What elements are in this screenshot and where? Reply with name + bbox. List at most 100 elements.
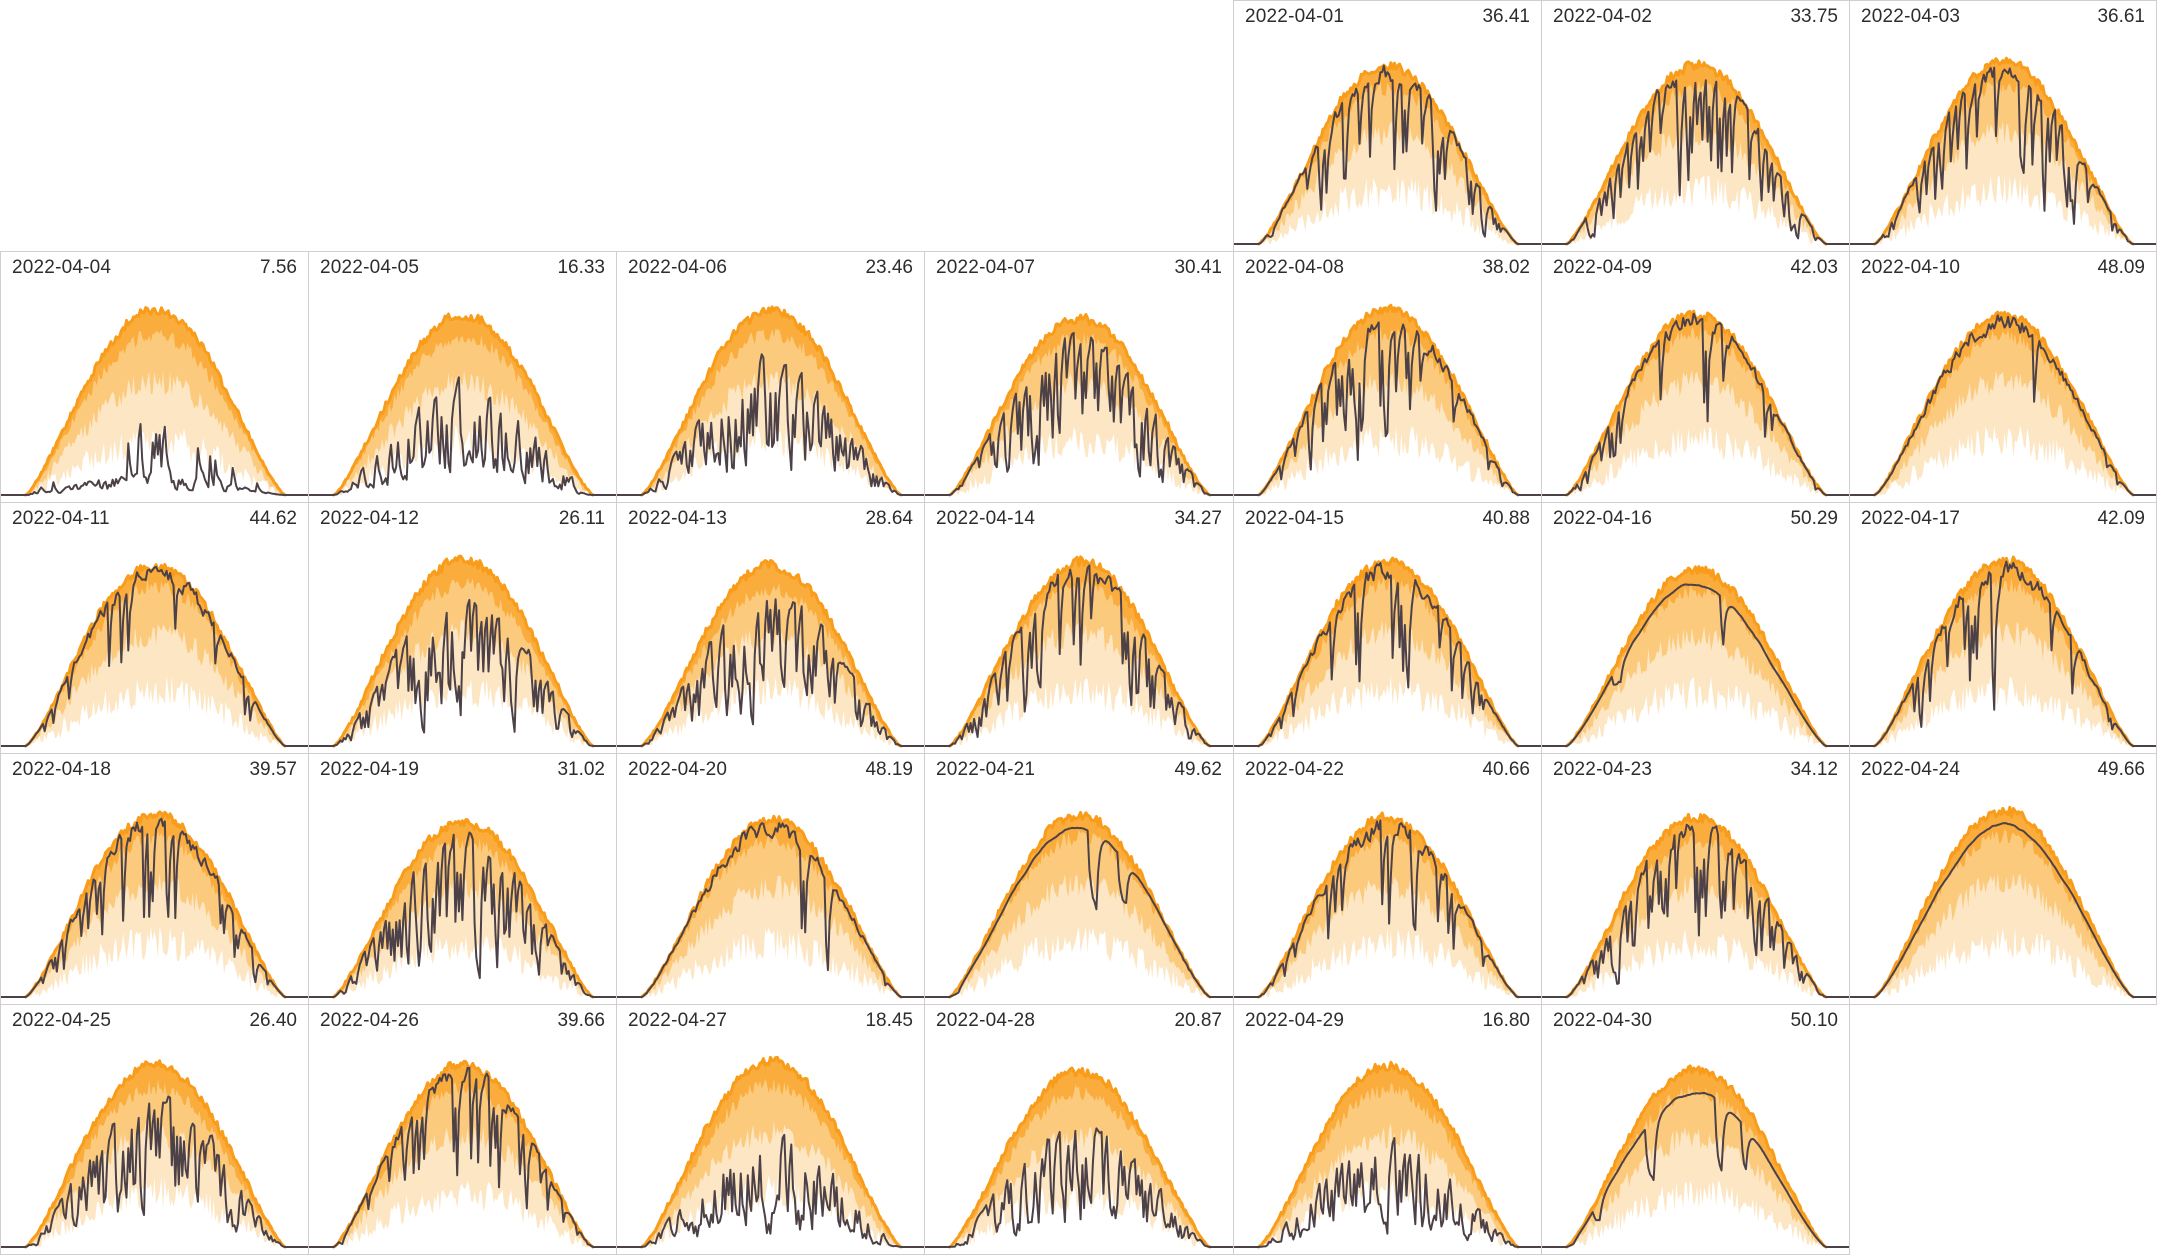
day-cell-2022-04-25: 2022-04-25 26.40 <box>0 1004 309 1255</box>
day-chart <box>1850 310 2156 497</box>
day-chart <box>309 312 616 497</box>
envelope-stroke <box>1873 805 2135 999</box>
envelope-band-floor <box>333 1180 593 1247</box>
day-chart <box>1542 565 1849 748</box>
day-chart <box>617 305 924 497</box>
envelope-band-floor <box>1566 1179 1826 1247</box>
production-line <box>309 376 616 496</box>
production-line <box>1234 562 1541 747</box>
envelope-band-floor <box>641 677 901 746</box>
day-chart <box>1850 56 2156 246</box>
production-line <box>617 353 924 496</box>
day-chart <box>309 1059 616 1249</box>
envelope-band-floor <box>333 678 593 746</box>
day-cell-2022-04-17: 2022-04-17 42.09 <box>1849 502 2157 754</box>
envelope-stroke <box>24 562 287 748</box>
day-chart <box>1234 556 1541 748</box>
envelope-band-floor <box>1566 426 1826 495</box>
envelope-band-floor <box>1566 175 1826 244</box>
production-line <box>925 331 1233 496</box>
envelope-band-inner <box>25 370 285 495</box>
envelope-band-floor <box>25 675 285 746</box>
envelope-band-inner <box>25 1122 285 1247</box>
day-chart <box>1 1059 308 1249</box>
day-chart <box>617 814 924 999</box>
day-cell-2022-04-24: 2022-04-24 49.66 <box>1849 753 2157 1005</box>
envelope-band-floor <box>1874 174 2134 244</box>
production-line <box>617 822 924 998</box>
day-cell-2022-04-04: 2022-04-04 7.56 <box>0 251 309 503</box>
day-chart <box>925 555 1233 748</box>
envelope-stroke <box>1873 555 2135 748</box>
envelope-stroke <box>1565 59 1828 246</box>
day-cell-2022-04-13: 2022-04-13 28.64 <box>616 502 925 754</box>
production-line <box>1542 583 1849 747</box>
day-cell-2022-04-22: 2022-04-22 40.66 <box>1233 753 1542 1005</box>
day-chart <box>1 306 308 497</box>
day-chart <box>1850 555 2156 748</box>
envelope-stroke <box>1873 310 2135 497</box>
day-cell-2022-04-14: 2022-04-14 34.27 <box>924 502 1234 754</box>
day-chart <box>309 818 616 999</box>
day-cell-2022-04-19: 2022-04-19 31.02 <box>308 753 617 1005</box>
day-chart <box>1542 812 1849 999</box>
envelope-band-floor <box>1874 926 2134 997</box>
day-cell-2022-04-10: 2022-04-10 48.09 <box>1849 251 2157 503</box>
day-cell-2022-04-01: 2022-04-01 36.41 <box>1233 0 1542 252</box>
envelope-band-floor <box>641 927 901 997</box>
envelope-band-floor <box>1874 675 2134 746</box>
envelope-band-floor <box>949 677 1210 746</box>
day-cell-2022-04-23: 2022-04-23 34.12 <box>1541 753 1850 1005</box>
day-cell-2022-04-26: 2022-04-26 39.66 <box>308 1004 617 1255</box>
day-chart <box>1 562 308 748</box>
envelope-band-floor <box>333 935 593 997</box>
day-chart <box>925 1066 1233 1249</box>
envelope-band-floor <box>1258 675 1518 746</box>
day-chart <box>1 810 308 999</box>
day-chart <box>1234 1060 1541 1249</box>
day-chart <box>1542 309 1849 497</box>
envelope-band-floor <box>1258 927 1518 997</box>
day-chart <box>925 313 1233 497</box>
day-cell-2022-04-29: 2022-04-29 16.80 <box>1233 1004 1542 1255</box>
envelope-band-floor <box>949 426 1210 495</box>
envelope-band-floor <box>641 1175 901 1247</box>
production-line <box>617 598 924 747</box>
day-chart <box>1234 811 1541 999</box>
envelope-stroke <box>332 312 595 497</box>
envelope-band-floor <box>1566 928 1826 997</box>
day-cell-2022-04-20: 2022-04-20 48.19 <box>616 753 925 1005</box>
day-chart <box>309 554 616 748</box>
envelope-band-floor <box>25 1176 285 1247</box>
envelope-stroke <box>948 313 1212 497</box>
day-chart <box>1234 61 1541 246</box>
production-line <box>309 831 616 998</box>
day-cell-2022-04-06: 2022-04-06 23.46 <box>616 251 925 503</box>
envelope-band-floor <box>25 426 285 495</box>
envelope-band-floor <box>1258 175 1518 244</box>
envelope-stroke <box>332 1059 595 1249</box>
day-chart <box>1850 805 2156 999</box>
production-line <box>309 598 616 747</box>
envelope-band-floor <box>1874 425 2134 495</box>
day-chart <box>1234 303 1541 497</box>
day-cell-2022-04-21: 2022-04-21 49.62 <box>924 753 1234 1005</box>
envelope-stroke <box>1257 1060 1520 1249</box>
day-cell-2022-04-03: 2022-04-03 36.61 <box>1849 0 2157 252</box>
day-cell-2022-04-15: 2022-04-15 40.88 <box>1233 502 1542 754</box>
envelope-stroke <box>332 818 595 999</box>
production-line <box>1542 823 1849 998</box>
day-cell-2022-04-11: 2022-04-11 44.62 <box>0 502 309 754</box>
production-line <box>1234 64 1541 245</box>
envelope-band-floor <box>949 927 1210 997</box>
day-cell-2022-04-02: 2022-04-02 33.75 <box>1541 0 1850 252</box>
production-line <box>309 1066 616 1248</box>
envelope-stroke <box>1873 56 2135 246</box>
production-line <box>925 564 1233 747</box>
day-cell-2022-04-09: 2022-04-09 42.03 <box>1541 251 1850 503</box>
envelope-band-floor <box>1566 676 1826 746</box>
day-chart <box>1542 1064 1849 1249</box>
production-line <box>925 1127 1233 1248</box>
day-chart <box>925 811 1233 999</box>
production-line <box>1234 321 1541 496</box>
